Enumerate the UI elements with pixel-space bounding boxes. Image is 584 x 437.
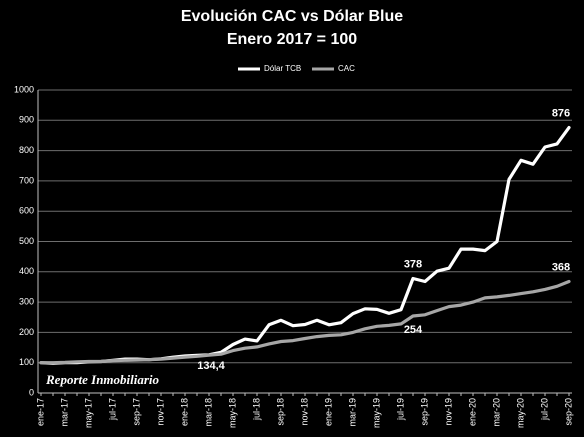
x-tick-label: mar-18 [203, 398, 213, 427]
y-tick-label: 700 [19, 175, 34, 185]
x-tick-label: mar-20 [491, 398, 501, 427]
y-tick-label: 400 [19, 266, 34, 276]
y-tick-label: 600 [19, 206, 34, 216]
y-tick-label: 900 [19, 115, 34, 125]
y-tick-label: 800 [19, 145, 34, 155]
x-tick-label: ene-18 [179, 398, 189, 426]
x-tick-label: nov-18 [299, 398, 309, 426]
chart-subtitle: Enero 2017 = 100 [227, 31, 357, 48]
x-tick-label: nov-17 [155, 398, 165, 426]
data-label: 378 [404, 258, 422, 270]
x-tick-label: sep-17 [131, 398, 141, 426]
data-label: 134,4 [197, 360, 225, 372]
series-line [39, 279, 571, 365]
x-tick-label: sep-18 [275, 398, 285, 426]
y-tick-label: 1000 [14, 84, 34, 94]
legend-label: Dólar TCB [264, 64, 301, 73]
y-tick-label: 500 [19, 236, 34, 246]
x-tick-label: jul-17 [107, 398, 117, 421]
data-label: 368 [552, 261, 570, 273]
x-tick-label: nov-19 [443, 398, 453, 426]
y-tick-label: 300 [19, 296, 34, 306]
x-tick-label: ene-17 [35, 398, 45, 426]
legend-label: CAC [338, 64, 355, 73]
x-tick-label: may-19 [371, 398, 381, 428]
data-label: 876 [552, 107, 570, 119]
x-tick-label: jul-20 [539, 398, 549, 421]
x-tick-label: mar-17 [59, 398, 69, 427]
x-tick-label: sep-20 [563, 398, 573, 426]
x-tick-label: sep-19 [419, 398, 429, 426]
x-tick-label: mar-19 [347, 398, 357, 427]
y-tick-label: 0 [29, 387, 34, 397]
x-tick-label: jul-19 [395, 398, 405, 421]
x-tick-label: may-17 [83, 398, 93, 428]
x-tick-label: ene-19 [323, 398, 333, 426]
x-tick-label: may-20 [515, 398, 525, 428]
y-tick-label: 200 [19, 327, 34, 337]
chart-title: Evolución CAC vs Dólar Blue [181, 8, 403, 25]
x-tick-label: may-18 [227, 398, 237, 428]
watermark: Reporte Inmobiliario [45, 372, 160, 387]
data-label: 254 [404, 324, 423, 336]
x-tick-label: jul-18 [251, 398, 261, 421]
x-tick-label: ene-20 [467, 398, 477, 426]
y-tick-label: 100 [19, 357, 34, 367]
